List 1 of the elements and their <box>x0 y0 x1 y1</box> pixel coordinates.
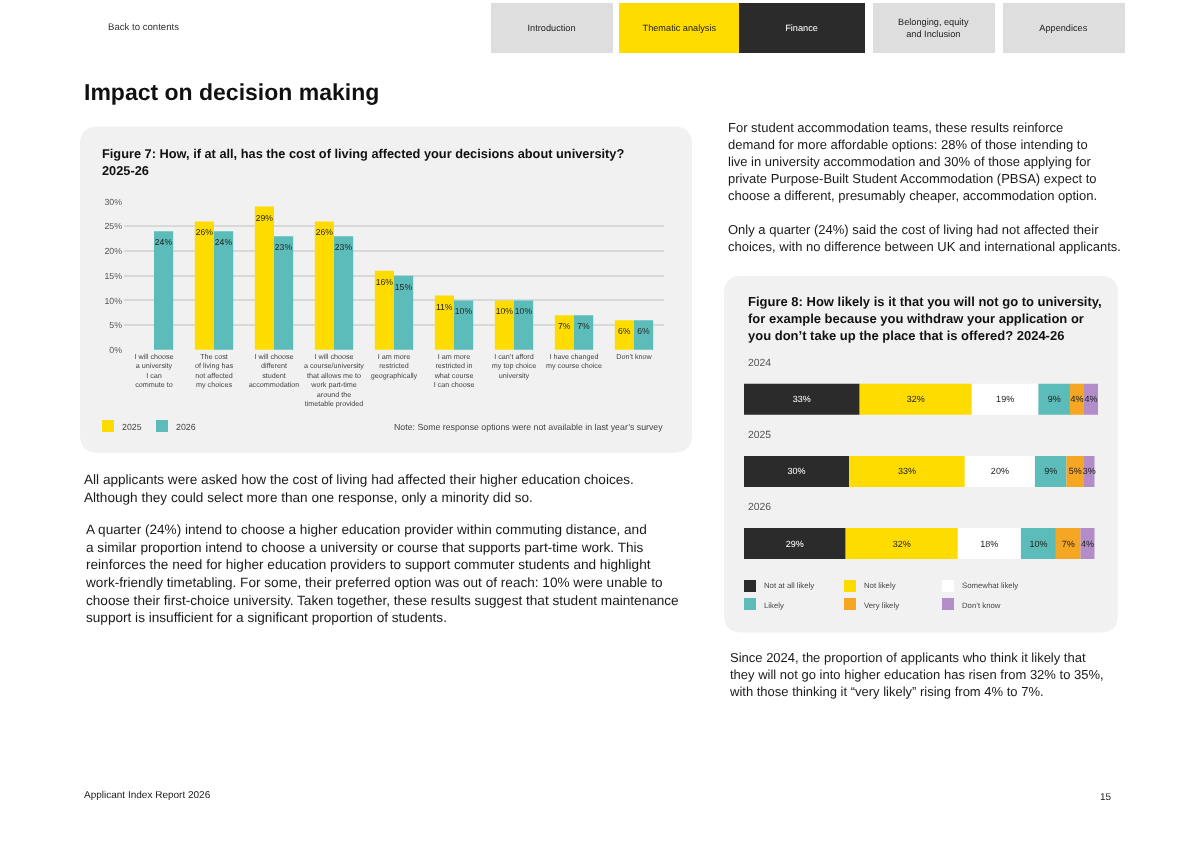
text: Impact on decision making <box>84 82 380 106</box>
